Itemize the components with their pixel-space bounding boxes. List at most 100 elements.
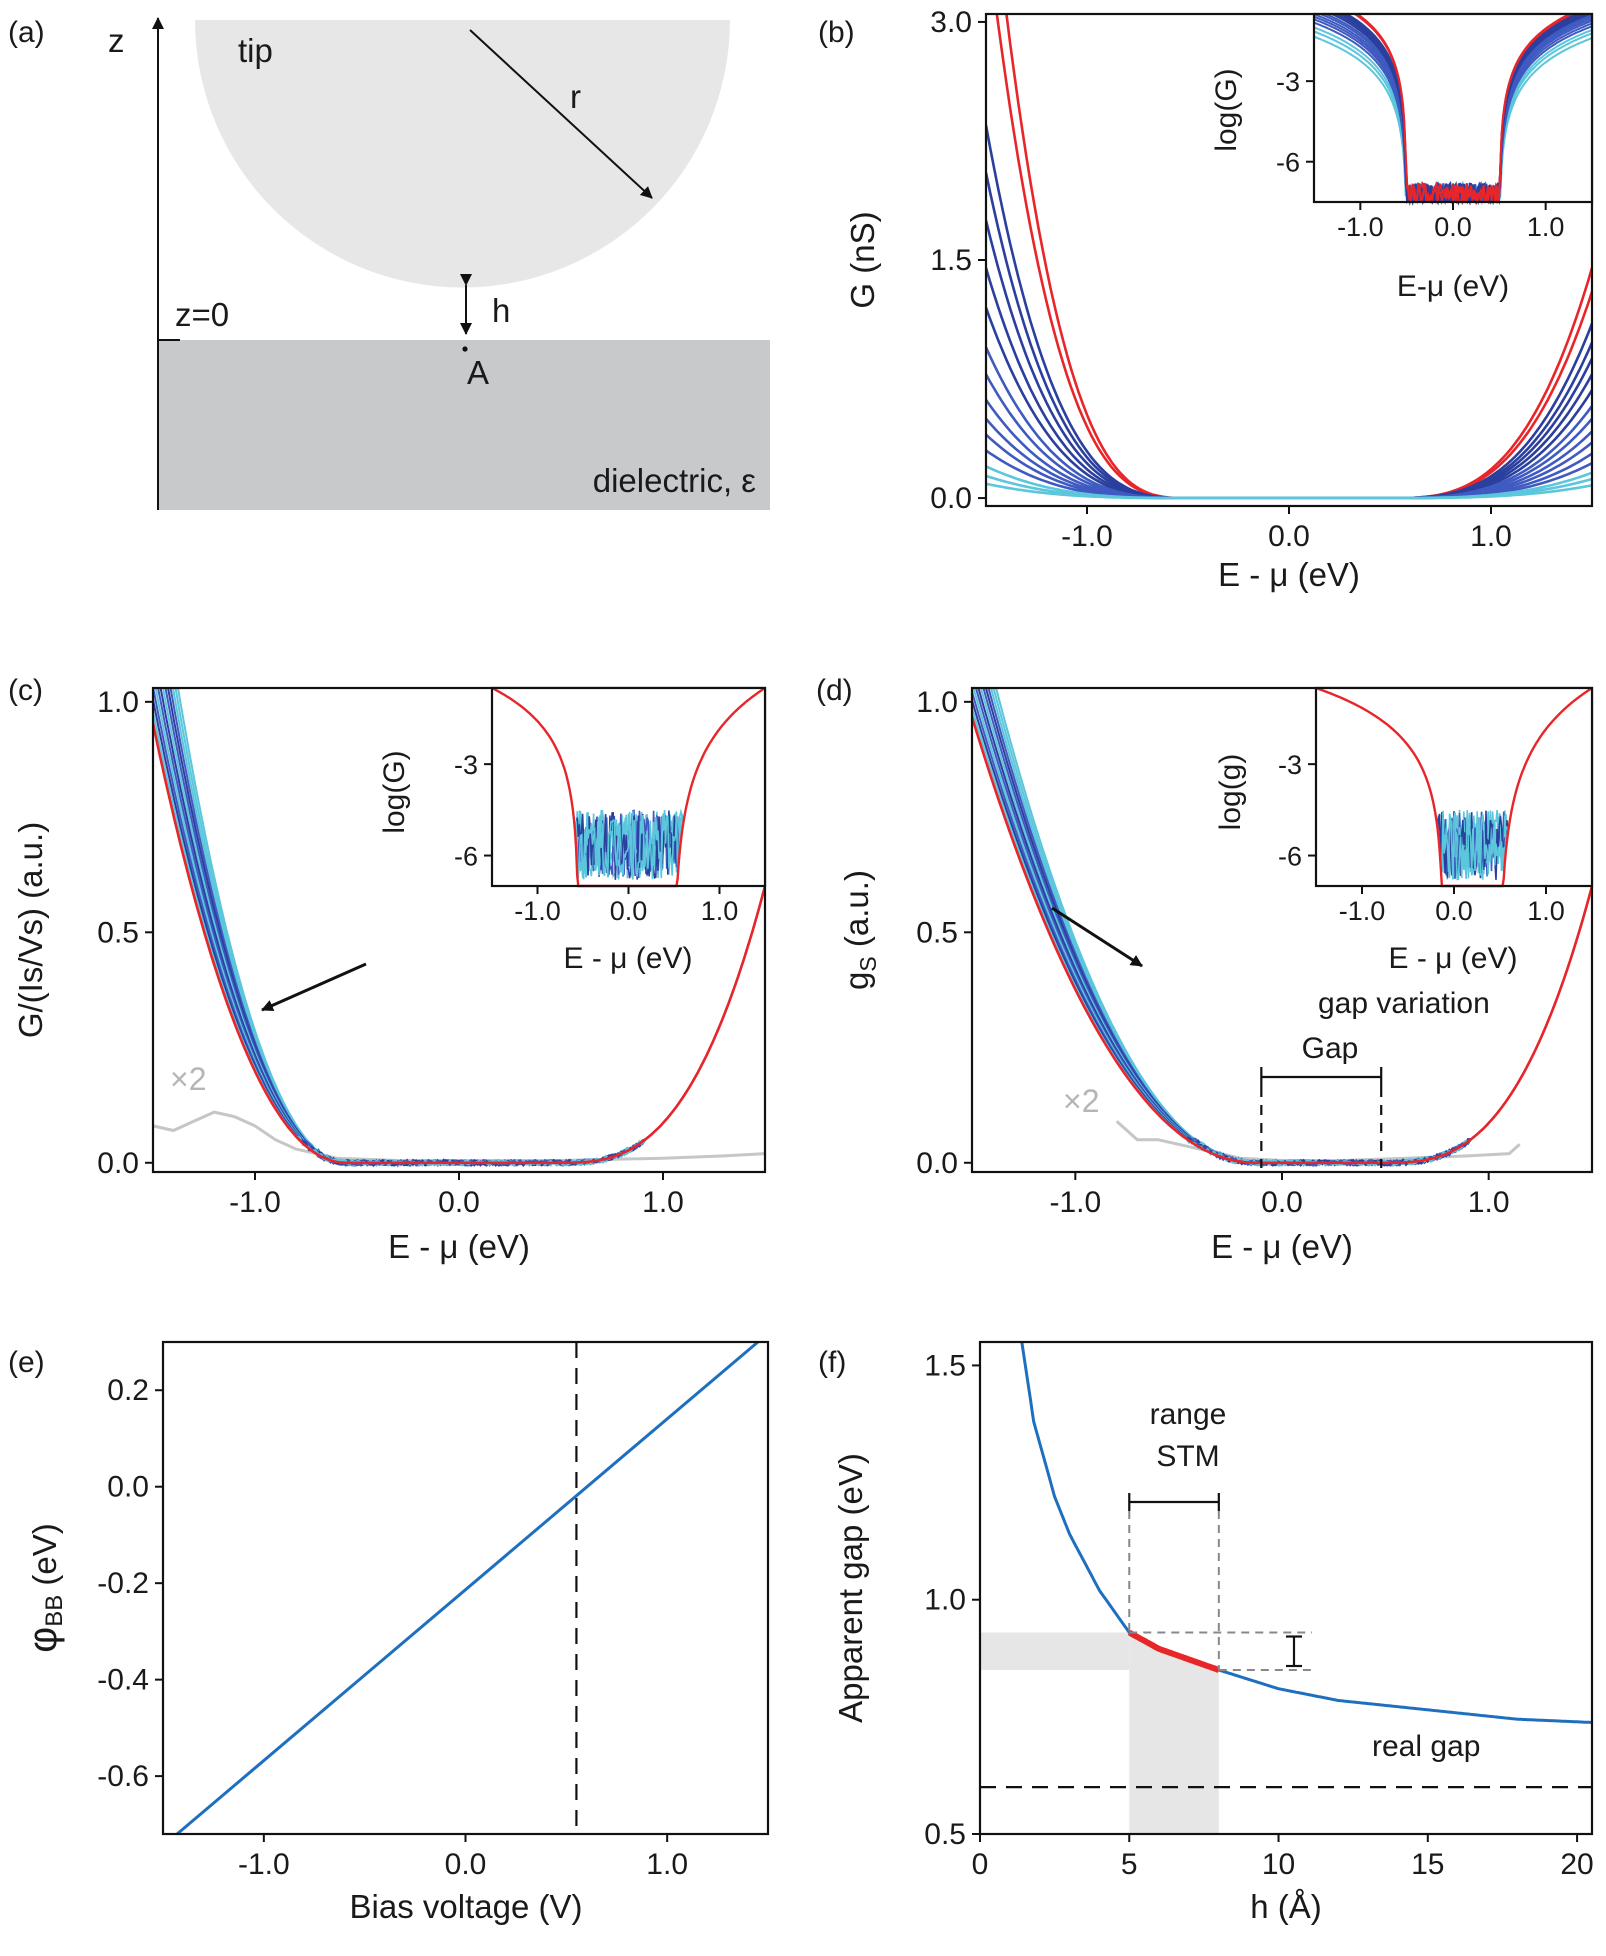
c-xtick-label: 0.0	[438, 1186, 480, 1219]
panel-d: (d) -1.0 0.0 1.0 0.0 0.5 1.0 E - μ (eV) gS (a…	[816, 674, 1594, 1265]
panel-label-a: (a)	[8, 16, 45, 49]
panel-e-ytick-label: 0.2	[107, 1374, 149, 1407]
panel-e-ytick-label: -0.4	[97, 1664, 149, 1697]
c-series-line	[153, 723, 765, 1165]
panel-b-ytick-label: 3.0	[930, 6, 972, 39]
c-xtick-label: 1.0	[642, 1186, 684, 1219]
panel-a: (a) z tip r z=0 h A dielectric, ε	[8, 16, 770, 510]
radius-arrow	[469, 29, 653, 199]
c-ytick-label: 0.0	[97, 1147, 139, 1180]
dielectric-label: dielectric, ε	[593, 462, 757, 499]
c-inset-xtick-label: -1.0	[514, 896, 561, 926]
c-xtick-label: -1.0	[229, 1186, 281, 1219]
panel-f-frame	[978, 1340, 1594, 1836]
panel-b-xlabel: E - μ (eV)	[1218, 556, 1360, 593]
panel-f-curves	[980, 1341, 1593, 1789]
d-series-line	[972, 716, 1592, 1165]
panel-e-ytick-label: 0.0	[107, 1471, 149, 1504]
z0-label: z=0	[175, 296, 229, 333]
panel-d-axes: -1.0 0.0 1.0 0.0 0.5 1.0	[916, 686, 1509, 1219]
panel-b-axes: -1.0 0.0 1.0 0.0 1.5 3.0	[930, 6, 1512, 553]
panel-e-axes: -1.0 0.0 1.0 0.2 0.0 -0.2 -0.4 -0.6	[97, 1374, 688, 1881]
panel-f-ylabel: Apparent gap (eV)	[832, 1453, 869, 1723]
c-gray-x2-curve	[152, 1110, 766, 1162]
d-ytick-label: 0.0	[916, 1147, 958, 1180]
panel-b-inset-xtick-label: -1.0	[1337, 212, 1384, 242]
panel-f-xtick-label: 10	[1262, 1848, 1295, 1881]
panel-d-inset-xlabel: E - μ (eV)	[1389, 942, 1518, 975]
panel-c-curves	[152, 688, 766, 1168]
panel-b-inset-xtick-label: 1.0	[1527, 212, 1565, 242]
panel-f-xtick-label: 20	[1560, 1848, 1593, 1881]
panel-e-ytick-label: -0.2	[97, 1567, 149, 1600]
real-gap-label: real gap	[1372, 1730, 1480, 1763]
panel-b-series-line	[986, 172, 1592, 500]
panel-b-inset-series-line	[1313, 13, 1593, 206]
tip-label: tip	[238, 32, 273, 69]
d-inset-xtick-label: 1.0	[1527, 896, 1565, 926]
d-xtick-label: 0.0	[1261, 1186, 1303, 1219]
panel-d-x2-label: ×2	[1063, 1083, 1099, 1119]
panel-b-xtick-label: 0.0	[1268, 520, 1310, 553]
panel-e-xtick-label: -1.0	[238, 1848, 290, 1881]
panel-label-e: (e)	[8, 1346, 45, 1379]
panel-e-xlabel: Bias voltage (V)	[350, 1888, 583, 1925]
tip-shape	[195, 20, 730, 288]
d-ytick-label: 0.5	[916, 916, 958, 949]
d-inset-xtick-label: 0.0	[1435, 896, 1473, 926]
panel-f-xtick-label: 5	[1121, 1848, 1138, 1881]
panel-b-ytick-label: 1.5	[930, 244, 972, 277]
d-xtick-label: -1.0	[1049, 1186, 1101, 1219]
panel-c: (c) -1.0 0.0 1.0 0.0 0.5 1.0 E - μ (eV) G/(Is…	[8, 674, 767, 1265]
panel-b-inset-xtick-label: 0.0	[1434, 212, 1472, 242]
panel-d-inset-axes: -1.0 0.0 1.0 -3 -6	[1278, 750, 1565, 926]
range-label-line1: range	[1150, 1398, 1227, 1431]
c-inset-ytick-label: -3	[454, 750, 478, 780]
stm-range-shade	[1129, 1632, 1219, 1834]
panel-b-series-line	[986, 482, 1592, 500]
panel-c-arrow	[261, 962, 367, 1012]
panel-e-ylabel: φBB (eV)	[21, 1523, 68, 1652]
c-ytick-label: 1.0	[97, 686, 139, 719]
panel-f-xtick-label: 15	[1411, 1848, 1444, 1881]
panel-label-c: (c)	[8, 674, 43, 707]
range-label-line2: STM	[1156, 1440, 1219, 1473]
panel-d-ylabel: gS (a.u.)	[838, 870, 881, 990]
gap-label: Gap	[1302, 1032, 1359, 1065]
panel-f-axes: 0 5 10 15 20 0.5 1.0 1.5	[924, 1349, 1593, 1881]
panel-f-xtick-label: 0	[972, 1848, 989, 1881]
panel-label-d: (d)	[816, 674, 853, 707]
panel-b-inset-ylabel: log(G)	[1210, 68, 1243, 151]
panel-label-b: (b)	[818, 16, 855, 49]
panel-b-xtick-label: 1.0	[1470, 520, 1512, 553]
d-ytick-label: 1.0	[916, 686, 958, 719]
panel-b-inset-axes: -1.0 0.0 1.0 -3 -6	[1276, 67, 1564, 242]
gap-variation-label: gap variation	[1318, 987, 1490, 1020]
d-xtick-label: 1.0	[1468, 1186, 1510, 1219]
radius-label: r	[570, 78, 581, 115]
panel-c-inset-axes: -1.0 0.0 1.0 -3 -6	[454, 750, 738, 926]
panel-label-f: (f)	[818, 1346, 846, 1379]
panel-c-ylabel: G/(Is/Vs) (a.u.)	[12, 822, 49, 1038]
panel-e-xtick-label: 1.0	[646, 1848, 688, 1881]
panel-f-ytick-label: 0.5	[924, 1818, 966, 1851]
panel-d-arrow	[1051, 906, 1143, 968]
d-inset-ytick-label: -6	[1278, 842, 1302, 872]
panel-c-inset-xlabel: E - μ (eV)	[564, 942, 693, 975]
panel-e-ytick-label: -0.6	[97, 1760, 149, 1793]
panel-b-inset-xlabel: E-μ (eV)	[1397, 270, 1509, 303]
gap-marker	[1260, 1067, 1383, 1168]
h-label: h	[492, 292, 510, 329]
stm-range-highlight	[1127, 1629, 1220, 1673]
z-axis-label: z	[108, 22, 125, 59]
panel-c-inset-ylabel: log(G)	[378, 750, 411, 833]
panel-b-ylabel: G (nS)	[844, 211, 881, 308]
panel-b-xtick-label: -1.0	[1061, 520, 1113, 553]
panel-f-xlabel: h (Å)	[1250, 1888, 1322, 1925]
apparent-gap-curve	[1020, 1341, 1593, 1724]
panel-c-axes: -1.0 0.0 1.0 0.0 0.5 1.0	[97, 686, 684, 1219]
dielectric-slab	[158, 340, 770, 510]
c-ytick-label: 0.5	[97, 916, 139, 949]
panel-f-shaded-region	[980, 1632, 1219, 1834]
